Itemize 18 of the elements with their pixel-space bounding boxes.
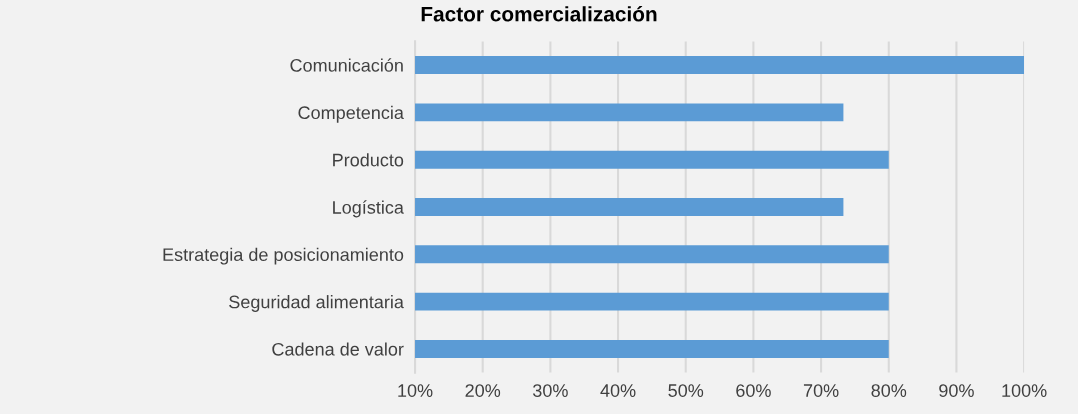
- y-tick-label: Competencia: [298, 105, 404, 123]
- x-tick-label: 60%: [736, 384, 771, 397]
- x-tick-label: 90%: [939, 384, 974, 397]
- x-tick-label: 50%: [668, 384, 704, 397]
- x-tick-label: 10%: [398, 384, 433, 397]
- y-tick-label: Seguridad alimentaria: [229, 295, 404, 312]
- x-tick-label: 100%: [1002, 384, 1047, 397]
- x-tick-label: 40%: [600, 384, 636, 397]
- x-tick-label: 80%: [871, 384, 907, 397]
- x-tick-label: 70%: [803, 384, 839, 397]
- x-tick-label: 20%: [465, 384, 501, 397]
- y-tick-label: Estrategia de posicionamiento: [163, 247, 404, 265]
- y-tick-label: Cadena de valor: [272, 342, 404, 356]
- x-tick-label: 30%: [533, 384, 568, 397]
- y-tick-label: Logística: [333, 200, 404, 218]
- y-tick-label: Producto: [333, 153, 404, 167]
- chart-title: Factor comercialización: [421, 6, 657, 22]
- y-tick-label: Comunicación: [290, 58, 403, 72]
